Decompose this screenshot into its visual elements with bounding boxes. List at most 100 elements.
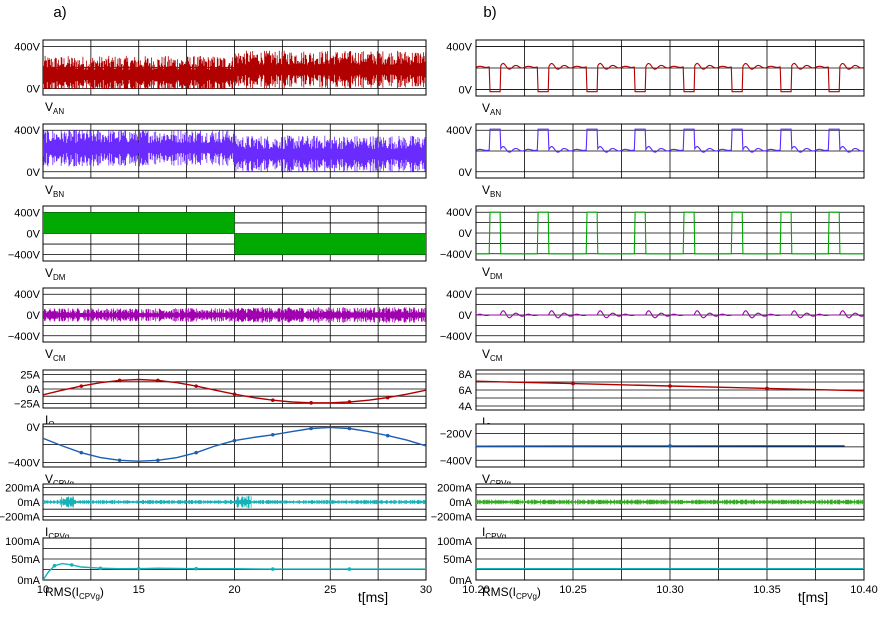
x-tick-label: 30 xyxy=(420,584,432,596)
series-pulse xyxy=(476,310,864,319)
series-pulse xyxy=(476,211,864,255)
y-tick-label: 200mA xyxy=(437,483,473,495)
series-marker xyxy=(117,378,122,383)
y-tick-label: −400V xyxy=(8,458,41,470)
x-tick-label: 10.35 xyxy=(753,584,781,596)
plot-label: VBN xyxy=(45,183,64,199)
y-tick-label: 50mA xyxy=(11,554,40,566)
plot-label: VDM xyxy=(482,265,503,281)
series-marker xyxy=(52,563,57,568)
y-tick-label: 0V xyxy=(459,310,473,322)
series-pulse xyxy=(476,62,864,93)
y-tick-label: 8A xyxy=(459,369,473,381)
y-tick-label: 400V xyxy=(446,125,472,137)
y-tick-label: −400V xyxy=(8,331,41,343)
series-marker xyxy=(668,384,672,388)
series-marker xyxy=(79,384,84,388)
plot-a-vcm: 400V 0V −400V VCM xyxy=(8,287,427,363)
y-tick-label: 100mA xyxy=(5,536,41,548)
x-axis-label: t[ms] xyxy=(358,589,388,605)
plot-b-io: 8A6A4AIO xyxy=(459,369,865,431)
series-marker xyxy=(347,426,352,431)
series-marker xyxy=(194,384,198,388)
series-marker xyxy=(156,458,160,463)
y-tick-label: −400V xyxy=(8,250,41,262)
series-marker xyxy=(98,566,103,571)
series-noise xyxy=(251,499,426,505)
series-block xyxy=(234,233,426,255)
series-marker xyxy=(136,566,141,571)
y-tick-label: 0V xyxy=(27,229,41,241)
plot-label: RMS(ICPVg) xyxy=(482,585,541,601)
plot-a-vcpvg: 0V−400VVCPVg xyxy=(8,422,427,488)
series-marker xyxy=(309,426,313,431)
series-noise xyxy=(43,499,61,505)
series-marker xyxy=(668,444,672,448)
plot-b-vcpvg: −200V−400VVCPVg xyxy=(440,423,865,488)
y-tick-label: −400V xyxy=(440,331,473,343)
plot-a-rms: 100mA 50mA 0mA RMS(ICPVg) xyxy=(5,536,427,601)
y-tick-label: 0V xyxy=(27,84,41,96)
y-tick-label: 0V xyxy=(27,310,41,322)
series-marker xyxy=(271,398,275,403)
series-marker xyxy=(194,566,198,571)
y-tick-label: −200V xyxy=(440,428,473,440)
x-tick-label: 10.40 xyxy=(850,584,878,596)
series-noise xyxy=(236,495,252,509)
x-tick-label: 20 xyxy=(228,584,240,596)
y-tick-label: 100mA xyxy=(437,536,473,548)
x-axis-label: t[ms] xyxy=(798,589,828,605)
y-tick-label: −200mA xyxy=(431,511,473,523)
series-core xyxy=(43,69,235,80)
plot-a-vbn: 400V 0V VBN xyxy=(14,123,427,199)
y-tick-label: 0mA xyxy=(449,575,472,587)
y-tick-label: 0V xyxy=(459,85,473,97)
y-tick-label: 6A xyxy=(459,385,473,397)
y-tick-label: 0V xyxy=(27,422,41,434)
y-tick-label: 400V xyxy=(14,207,40,219)
y-tick-label: 0mA xyxy=(449,497,472,509)
series-noise xyxy=(59,496,74,508)
chart-panel-a: a) 400V 0V VAN 400V 0V VBN 400V 0V −400V VDM 400V 0V… xyxy=(0,4,432,605)
panel-label: b) xyxy=(483,4,496,21)
series-noise xyxy=(476,499,864,505)
y-tick-label: 0V xyxy=(459,167,473,179)
x-tick-label: 10.25 xyxy=(559,584,587,596)
plot-a-vdm: 400V 0V −400V VDM xyxy=(8,205,427,282)
y-tick-label: 400V xyxy=(446,41,472,53)
y-tick-label: −200mA xyxy=(0,511,41,523)
series-block xyxy=(43,212,235,234)
x-tick-label: 15 xyxy=(133,584,145,596)
plot-label: VAN xyxy=(482,101,501,117)
x-tick-label: 10.20 xyxy=(462,584,490,596)
series-noise xyxy=(234,307,426,323)
series-core xyxy=(43,142,235,153)
y-tick-label: 0mA xyxy=(17,497,40,509)
chart-panel-b: b) 400V 0V VAN 400V 0V VBN 400V 0V −400V VDM 400V 0V… xyxy=(431,4,878,605)
y-tick-label: 400V xyxy=(446,207,472,219)
series-marker xyxy=(271,567,275,571)
plot-b-vbn: 400V 0V VBN xyxy=(446,123,865,199)
y-tick-label: 25A xyxy=(20,370,40,382)
plot-label: VCM xyxy=(482,347,503,363)
series-core xyxy=(234,149,426,160)
y-tick-label: 0V xyxy=(459,228,473,240)
series-core xyxy=(234,64,426,75)
series-marker xyxy=(347,400,352,404)
y-tick-label: 0mA xyxy=(17,575,40,587)
series-marker xyxy=(271,432,275,437)
plot-label: VAN xyxy=(45,100,64,116)
plot-label: VBN xyxy=(482,183,501,199)
y-tick-label: −25A xyxy=(14,398,41,410)
x-tick-label: 25 xyxy=(324,584,336,596)
series-marker xyxy=(347,567,352,571)
y-tick-label: −400V xyxy=(440,249,473,261)
series-marker xyxy=(385,395,390,400)
series-pulse xyxy=(476,128,864,153)
y-tick-label: −400V xyxy=(440,455,473,467)
series-marker xyxy=(117,458,122,463)
series-noise xyxy=(73,499,237,505)
